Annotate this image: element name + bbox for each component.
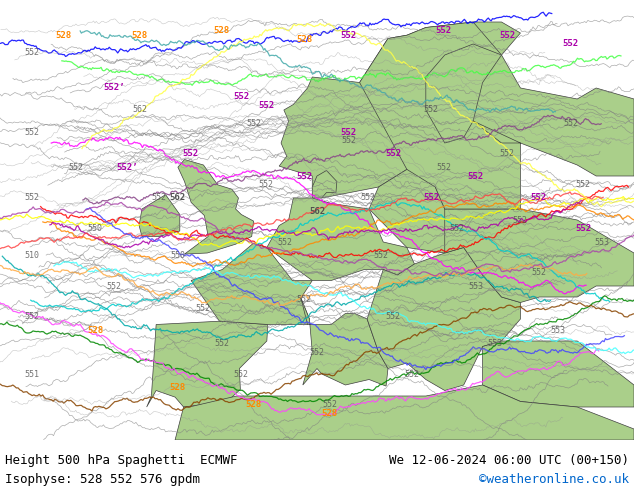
Polygon shape [359,22,634,209]
Polygon shape [279,22,521,198]
Polygon shape [175,385,634,440]
Text: 552: 552 [258,101,275,110]
Text: 552: 552 [436,163,451,172]
Text: 552: 552 [278,238,293,246]
Text: 552: 552 [423,194,439,202]
Text: 552: 552 [24,194,39,202]
Text: 552: 552 [576,180,591,189]
Text: 552: 552 [309,347,325,357]
Text: 552: 552 [195,303,210,313]
Text: 552: 552 [214,339,230,348]
Text: 552: 552 [385,149,401,158]
Text: 528: 528 [131,31,148,40]
Text: 552: 552 [246,119,261,128]
Text: 552: 552 [233,92,249,101]
Text: 510: 510 [24,251,39,260]
Polygon shape [313,171,337,198]
Text: 552: 552 [500,149,515,158]
Text: 552: 552 [182,149,198,158]
Text: 550: 550 [87,224,103,233]
Text: 552: 552 [68,163,84,172]
Text: We 12-06-2024 06:00 UTC (00+150): We 12-06-2024 06:00 UTC (00+150) [389,454,629,467]
Text: 552’: 552’ [116,163,138,172]
Text: 552: 552 [24,49,39,57]
Polygon shape [482,341,634,407]
Text: 552: 552 [424,105,439,115]
Text: 528: 528 [296,35,313,44]
Text: 550: 550 [170,251,185,260]
Text: 552: 552 [24,312,39,321]
Text: 552: 552 [322,400,337,409]
Text: 552’: 552’ [103,83,125,93]
Text: 552: 552 [373,251,388,260]
Polygon shape [146,321,268,407]
Text: 528: 528 [321,409,338,418]
Text: 552: 552 [297,294,312,304]
Text: 553: 553 [487,339,502,348]
Text: 552: 552 [296,172,313,180]
Text: 552: 552 [512,216,527,224]
Polygon shape [367,247,521,391]
Text: 551: 551 [24,369,39,378]
Text: 552: 552 [385,312,401,321]
Text: 562: 562 [309,207,325,216]
Text: Height 500 hPa Spaghetti  ECMWF: Height 500 hPa Spaghetti ECMWF [5,454,238,467]
Text: 552: 552 [107,281,122,291]
Polygon shape [426,44,501,143]
Text: 552: 552 [360,194,375,202]
Polygon shape [267,198,415,280]
Text: 528: 528 [214,26,230,35]
Text: 552: 552 [531,194,547,202]
Text: 552: 552 [151,194,166,202]
Text: 528: 528 [245,400,262,409]
Text: 553: 553 [468,281,483,291]
Text: ©weatheronline.co.uk: ©weatheronline.co.uk [479,473,629,486]
Polygon shape [301,298,388,386]
Polygon shape [191,243,313,324]
Text: 552: 552 [341,136,356,146]
Polygon shape [178,160,254,254]
Text: 552: 552 [531,269,547,277]
Text: 528: 528 [169,383,186,392]
Text: 552: 552 [404,369,420,378]
Text: 553: 553 [595,238,610,246]
Polygon shape [444,209,634,302]
Text: 552: 552 [340,31,357,40]
Text: 552: 552 [340,127,357,137]
Text: 552: 552 [259,180,274,189]
Text: 552: 552 [467,172,484,180]
Text: 552: 552 [575,224,592,233]
Text: 552: 552 [499,31,515,40]
Text: 528: 528 [87,325,103,335]
Text: 552: 552 [449,224,464,233]
Text: 552: 552 [562,40,579,49]
Text: 562: 562 [132,105,147,115]
Polygon shape [369,148,469,253]
Text: 552: 552 [24,127,39,137]
Text: Isophyse: 528 552 576 gpdm: Isophyse: 528 552 576 gpdm [5,473,200,486]
Text: 552: 552 [233,369,249,378]
Polygon shape [139,195,180,237]
Text: 528: 528 [55,31,72,40]
Text: 553: 553 [550,325,566,335]
Text: 562: 562 [169,194,186,202]
Text: 552: 552 [436,26,452,35]
Text: 552: 552 [563,119,578,128]
